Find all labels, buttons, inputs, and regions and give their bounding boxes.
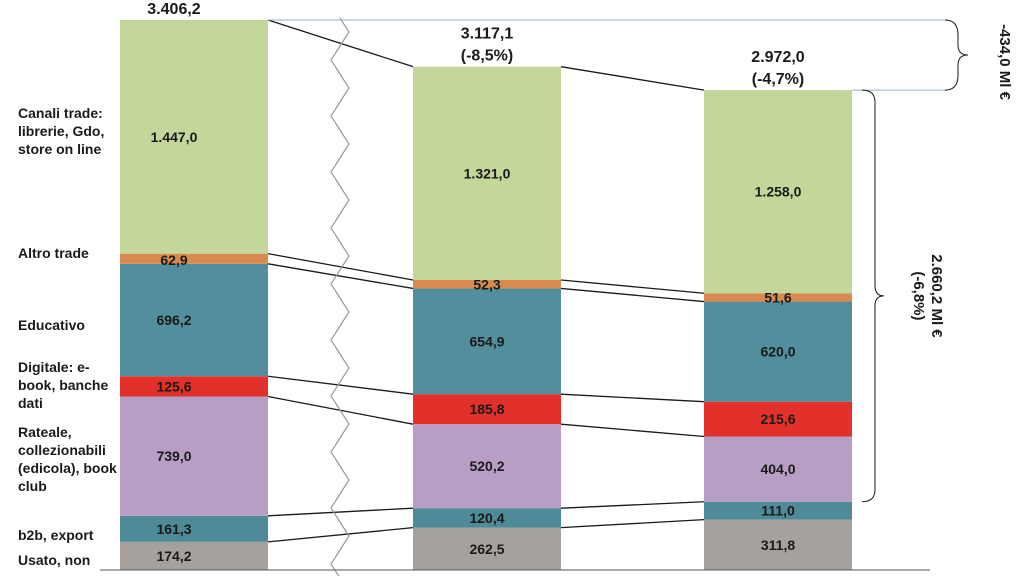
connector-line-5-1 [560, 287, 705, 303]
data-label-3-2: 215,6 [760, 411, 795, 427]
data-label-1-2: 111,0 [761, 503, 795, 519]
trade-total-brace [861, 89, 885, 503]
connector-line-3-1 [560, 423, 705, 438]
data-label-1-1: 120,4 [469, 510, 504, 526]
category-label-3-line-1: book, banche [18, 377, 108, 393]
data-label-4-1: 654,9 [469, 333, 504, 349]
category-label-2-line-0: Rateale, [18, 424, 72, 440]
data-label-5-1: 52,3 [473, 276, 500, 292]
bar-segment-6-2 [704, 90, 852, 294]
bar-segment-3-2 [704, 401, 852, 437]
connector-line-7-1 [560, 66, 705, 91]
bar-segment-0-1 [413, 527, 561, 570]
connector-line-2-0 [267, 507, 414, 517]
data-label-4-0: 696,2 [156, 312, 191, 328]
bar-segment-2-2 [704, 436, 852, 502]
bar-segment-6-1 [413, 66, 561, 280]
total-change-brace [944, 19, 969, 91]
data-label-0-1: 262,5 [469, 541, 504, 557]
bar-segment-5-2 [704, 293, 852, 302]
data-label-3-0: 125,6 [156, 378, 191, 394]
bar-segment-5-0 [120, 253, 268, 264]
connector-line-5-0 [267, 263, 414, 290]
data-label-5-2: 51,6 [764, 290, 791, 306]
bar-segment-6-0 [120, 20, 268, 254]
connector-line-6-1 [560, 279, 705, 294]
bar-segment-2-0 [120, 396, 268, 516]
category-label-2-line-3: club [18, 478, 47, 494]
axis-break-line [330, 17, 350, 579]
connector-line-4-0 [267, 375, 414, 395]
category-label-6-line-2: store on line [18, 141, 101, 157]
data-label-2-2: 404,0 [760, 461, 795, 477]
data-label-6-2: 1.258,0 [755, 184, 802, 200]
total-change-annotation: -434,0 Ml € [996, 24, 1013, 101]
data-label-5-0: 62,9 [160, 252, 187, 268]
total-change-label-2: (-4,7%) [752, 71, 804, 88]
bar-segment-1-2 [704, 501, 852, 520]
category-label-4-line-0: Educativo [18, 317, 85, 333]
bar-segment-1-1 [413, 508, 561, 528]
bar-segment-0-2 [704, 519, 852, 570]
connector-line-1-0 [267, 526, 414, 543]
data-label-4-2: 620,0 [760, 344, 795, 360]
connector-line-2-1 [560, 501, 705, 509]
data-label-1-0: 161,3 [156, 521, 191, 537]
connector-line-7-0 [267, 19, 414, 68]
connector-line-1-1 [560, 519, 705, 529]
data-label-0-0: 174,2 [156, 548, 191, 564]
category-label-6-line-0: Canali trade: [18, 105, 103, 121]
bar-segment-3-1 [413, 394, 561, 425]
category-label-2-line-1: collezionabili [18, 442, 106, 458]
bar-segment-4-1 [413, 288, 561, 395]
data-label-6-0: 1.447,0 [151, 129, 198, 145]
total-label-1: 3.117,1 [461, 26, 514, 43]
bar-segment-5-1 [413, 279, 561, 289]
bar-segment-4-0 [120, 263, 268, 377]
bar-segment-0-0 [120, 541, 268, 570]
data-label-2-0: 739,0 [156, 448, 191, 464]
trade-change-annotation: (-6,8%) [910, 271, 927, 320]
category-label-5-line-0: Altro trade [18, 245, 89, 261]
total-label-2: 2.972,0 [751, 49, 804, 66]
bar-segment-1-0 [120, 515, 268, 542]
data-label-3-1: 185,8 [469, 401, 504, 417]
total-change-label-1: (-8,5%) [461, 48, 513, 65]
bar-segment-2-1 [413, 424, 561, 509]
total-label-0: 3.406,2 [147, 1, 200, 18]
trade-total-annotation: 2.660,2 Ml € [928, 254, 945, 338]
category-label-3-line-0: Digitale: e- [18, 359, 90, 375]
data-label-2-1: 520,2 [469, 458, 504, 474]
category-label-0-line-0: Usato, non [18, 552, 90, 568]
connector-line-6-0 [267, 253, 414, 281]
bar-segment-4-2 [704, 301, 852, 402]
bar-segment-3-0 [120, 376, 268, 397]
category-label-6-line-1: librerie, Gdo, [18, 123, 104, 139]
category-label-2-line-2: (edicola), book [18, 460, 117, 476]
category-label-3-line-2: dati [18, 395, 43, 411]
connector-line-4-1 [560, 393, 705, 403]
data-label-6-1: 1.321,0 [464, 165, 511, 181]
category-label-1-line-0: b2b, export [18, 527, 94, 543]
data-label-0-2: 311,8 [761, 537, 795, 553]
